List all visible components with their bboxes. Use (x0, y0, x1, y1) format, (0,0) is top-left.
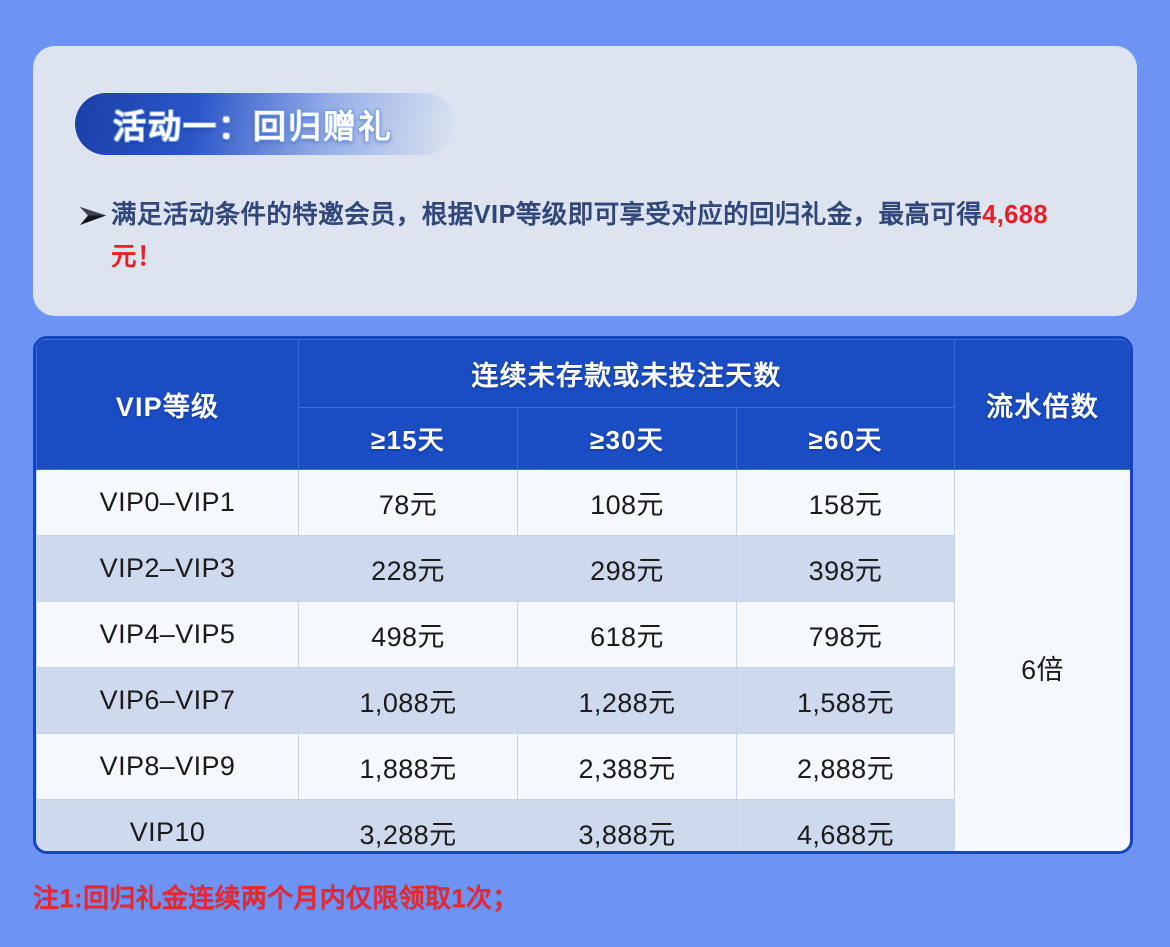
table-row: VIP4–VIP5 498元 618元 798元 (36, 601, 1131, 668)
cell-vip-level: VIP8–VIP9 (36, 733, 299, 800)
header-days-group: 连续未存款或未投注天数 (298, 339, 955, 408)
cell-days-30: 298元 (517, 535, 737, 602)
cell-days-15: 3,288元 (298, 799, 518, 851)
activity-title-badge: 活动一：回归赠礼 (75, 93, 455, 155)
description-prefix: 满足活动条件的特邀会员，根据VIP等级即可享受对应的回归礼金，最高可得 (111, 201, 983, 229)
cell-days-60: 2,888元 (736, 733, 955, 800)
cell-vip-level: VIP2–VIP3 (36, 535, 299, 602)
cell-vip-level: VIP0–VIP1 (36, 469, 299, 536)
cell-days-15: 228元 (298, 535, 518, 602)
table-row: VIP6–VIP7 1,088元 1,288元 1,588元 (36, 667, 1131, 734)
promotion-description: 满足活动条件的特邀会员，根据VIP等级即可享受对应的回归礼金，最高可得4,688… (79, 194, 1099, 278)
table-row: VIP8–VIP9 1,888元 2,388元 2,888元 (36, 733, 1131, 800)
table-header-row-2: ≥15天 ≥30天 ≥60天 (37, 407, 1131, 470)
cell-days-30: 2,388元 (517, 733, 737, 800)
cell-days-15: 1,088元 (298, 667, 518, 734)
table-body: VIP0–VIP1 78元 108元 158元 6倍 VIP2–VIP3 228… (36, 469, 1131, 851)
description-highlight: 4,688元 (111, 201, 1048, 271)
cell-days-60: 398元 (736, 535, 955, 602)
cell-days-60: 158元 (736, 469, 955, 536)
cell-days-60: 798元 (736, 601, 955, 668)
cell-vip-level: VIP6–VIP7 (36, 667, 299, 734)
cell-days-30: 1,288元 (517, 667, 737, 734)
cell-flow-multiple: 6倍 (954, 469, 1130, 851)
footer-note: 注1:回归礼金连续两个月内仅限领取1次； (33, 883, 519, 913)
cell-days-30: 618元 (517, 601, 737, 668)
cell-days-15: 78元 (298, 469, 518, 536)
table-header: VIP等级 连续未存款或未投注天数 流水倍数 ≥15天 ≥30天 ≥60天 (36, 339, 1131, 470)
table-row: VIP10 3,288元 3,888元 4,688元 (36, 799, 1131, 851)
header-days-15: ≥15天 (298, 407, 518, 470)
cell-days-60: 4,688元 (736, 799, 955, 851)
vip-gift-table-grid: VIP等级 连续未存款或未投注天数 流水倍数 ≥15天 ≥30天 ≥60天 VI… (36, 339, 1131, 851)
cell-days-15: 498元 (298, 601, 518, 668)
header-vip-level: VIP等级 (36, 339, 299, 470)
cell-days-30: 3,888元 (517, 799, 737, 851)
header-flow-multiple: 流水倍数 (954, 339, 1130, 470)
activity-title-text: 活动一：回归赠礼 (113, 108, 393, 145)
cell-days-60: 1,588元 (736, 667, 955, 734)
cell-days-30: 108元 (517, 469, 737, 536)
right-arrow-bullet-icon (80, 207, 106, 225)
promotion-description-text: 满足活动条件的特邀会员，根据VIP等级即可享受对应的回归礼金，最高可得4,688… (111, 194, 1099, 278)
cell-days-15: 1,888元 (298, 733, 518, 800)
cell-vip-level: VIP10 (36, 799, 299, 851)
table-header-row-1: VIP等级 连续未存款或未投注天数 流水倍数 (36, 339, 1130, 470)
cell-vip-level: VIP4–VIP5 (36, 601, 299, 668)
header-days-60: ≥60天 (736, 407, 955, 470)
description-suffix: ！ (136, 243, 163, 271)
table-row: VIP2–VIP3 228元 298元 398元 (36, 535, 1131, 602)
vip-gift-table: VIP等级 连续未存款或未投注天数 流水倍数 ≥15天 ≥30天 ≥60天 VI… (33, 336, 1133, 854)
promotion-card: 活动一：回归赠礼 满足活动条件的特邀会员，根据VIP等级即可享受对应的回归礼金，… (33, 46, 1137, 316)
table-row: VIP0–VIP1 78元 108元 158元 6倍 (36, 469, 1130, 851)
header-days-30: ≥30天 (517, 407, 737, 470)
